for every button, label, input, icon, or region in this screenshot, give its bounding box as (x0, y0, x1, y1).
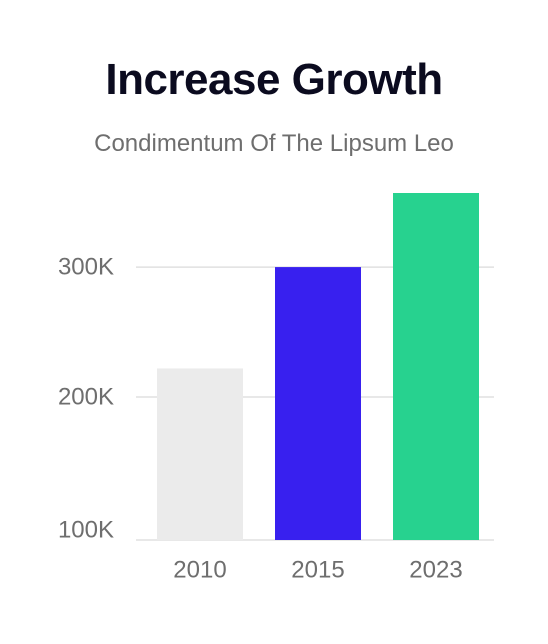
chart-subtitle: Condimentum Of The Lipsum Leo (94, 130, 454, 157)
chart-title: Increase Growth (105, 55, 443, 104)
bar-2015 (275, 267, 361, 540)
y-tick-label: 200K (58, 384, 114, 411)
x-axis-category-labels: 2010 2015 2023 (173, 557, 462, 584)
y-tick-label: 300K (58, 254, 114, 281)
x-category-label: 2015 (291, 557, 344, 584)
y-axis-tick-labels: 100K 200K 300K (58, 254, 114, 544)
bars (157, 193, 479, 540)
x-category-label: 2010 (173, 557, 226, 584)
x-category-label: 2023 (409, 557, 462, 584)
y-tick-label: 100K (58, 517, 114, 544)
bar-2010 (157, 368, 243, 540)
bar-2023 (393, 193, 479, 540)
